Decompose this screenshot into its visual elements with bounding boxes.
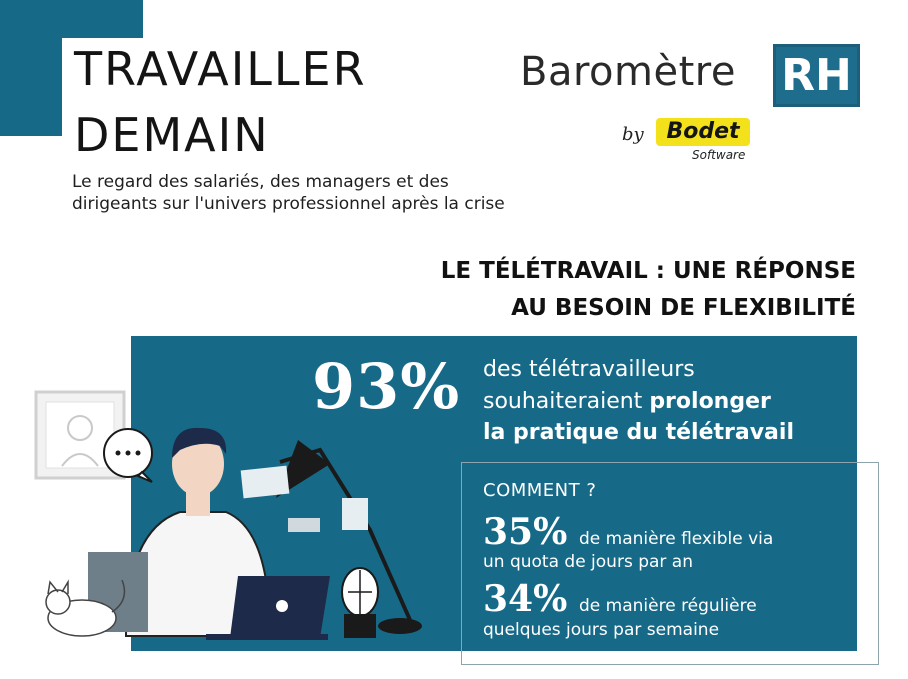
main-stat-line-1: des télétravailleurs: [483, 357, 695, 382]
cactus-icon: [341, 567, 379, 638]
rh-logo-badge: RH: [773, 44, 860, 107]
subtitle-line-1: Le regard des salariés, des managers et …: [72, 172, 449, 192]
subtitle-line-2: dirigeants sur l'univers professionnel a…: [72, 194, 505, 214]
main-stat-line-2: souhaiteraient prolonger: [483, 389, 771, 414]
main-percentage: 93%: [312, 350, 461, 423]
speech-bubble-icon: [103, 428, 153, 483]
stat-percentage-flexible: 35%: [483, 511, 568, 553]
laptop-icon: [206, 576, 330, 640]
title-background: [62, 38, 398, 166]
page-title-line-2: DEMAIN: [74, 108, 270, 162]
cat-icon: [45, 579, 126, 637]
main-stat-line-3: la pratique du télétravail: [483, 420, 794, 445]
main-stat-line-2-bold: prolonger: [649, 389, 771, 414]
desk-lamp-icon: [276, 440, 422, 634]
stat-percentage-regular: 34%: [483, 578, 568, 620]
remote-worker-illustration: [34, 390, 422, 640]
barometre-logo-text: Baromètre: [520, 49, 736, 95]
main-stat-line-2-plain: souhaiteraient: [483, 389, 650, 414]
comment-label: COMMENT ?: [483, 480, 597, 501]
section-heading-line-1: LE TÉLÉTRAVAIL : UNE RÉPONSE: [440, 258, 856, 284]
bodet-logo: Bodet: [656, 118, 750, 146]
stat-desc-regular-line-1: de manière régulière: [579, 596, 757, 616]
section-heading-line-2: AU BESOIN DE FLEXIBILITÉ: [511, 295, 856, 321]
stat-desc-flexible-line-1: de manière flexible via: [579, 529, 774, 549]
page-title-line-1: TRAVAILLER: [74, 42, 367, 96]
sticky-note-icon: [240, 465, 368, 532]
stat-desc-regular-line-2: quelques jours par semaine: [483, 620, 720, 640]
logo-by-text: by: [622, 124, 644, 145]
person-icon: [88, 427, 272, 637]
stat-desc-flexible-line-2: un quota de jours par an: [483, 552, 694, 572]
logo-software-text: Software: [692, 148, 746, 162]
comment-outline-box: [461, 462, 879, 665]
